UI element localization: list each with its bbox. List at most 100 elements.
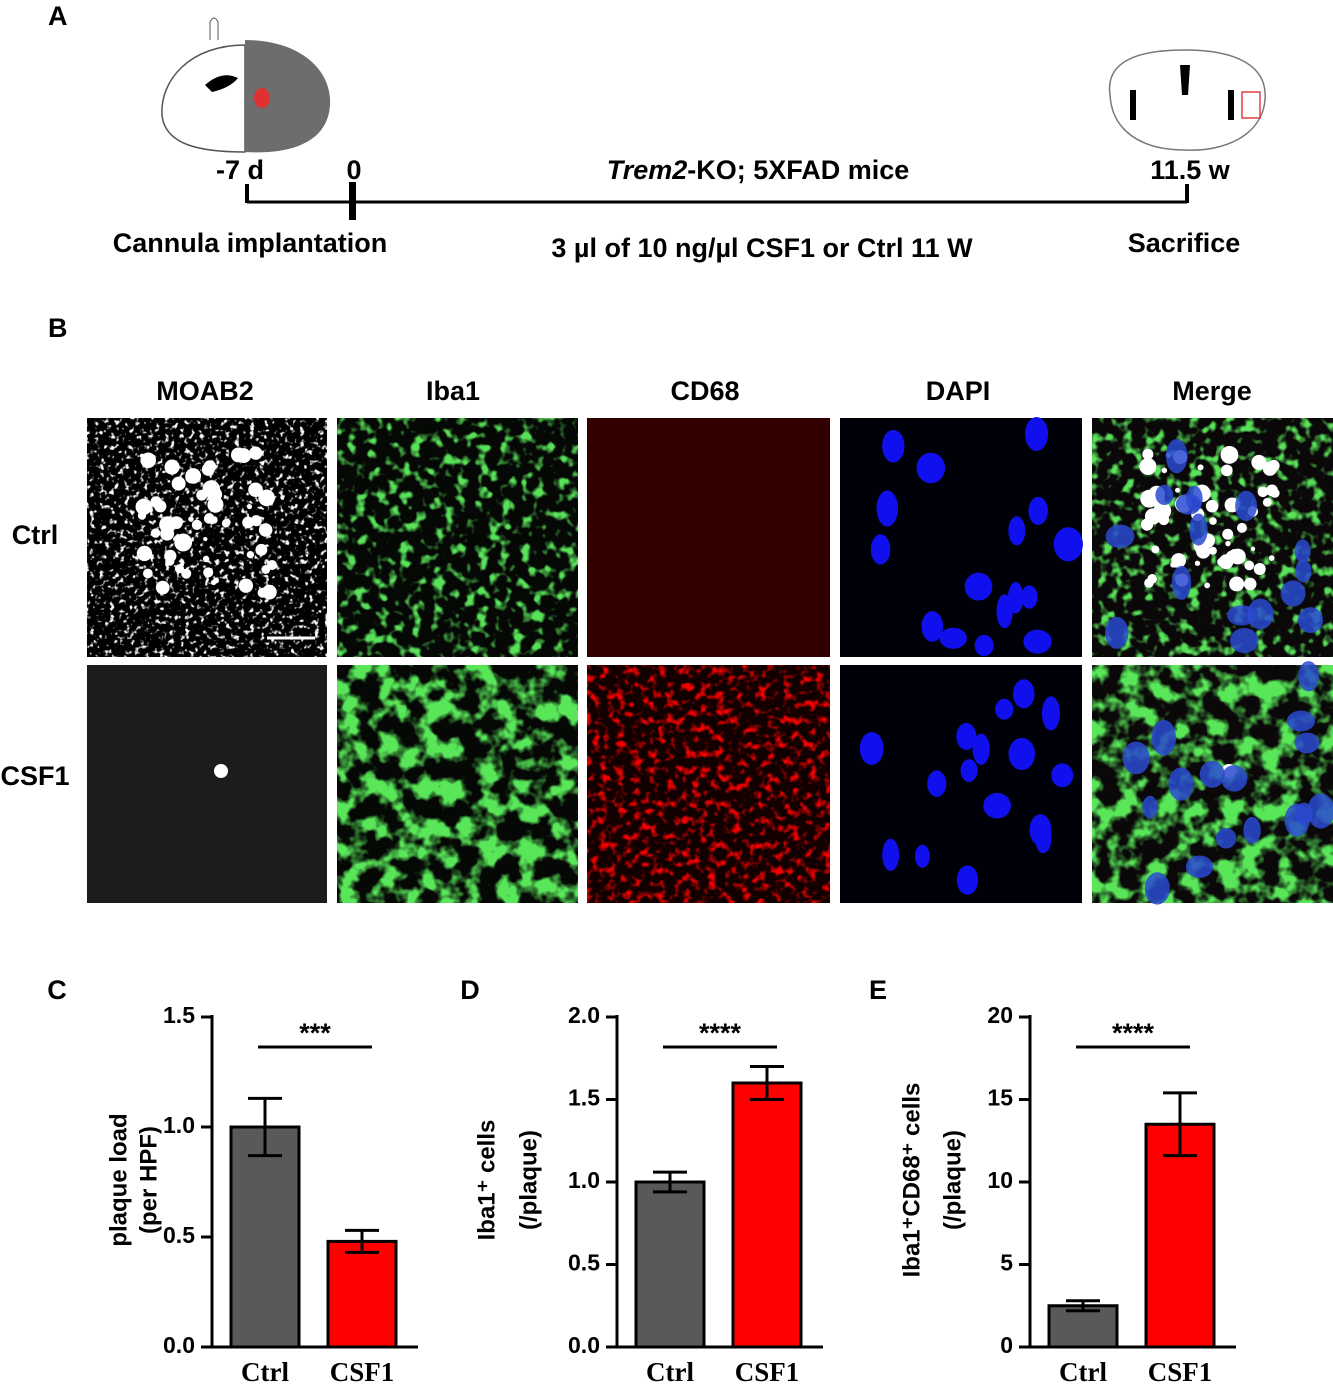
error-bar	[1163, 1091, 1197, 1158]
micrograph-grid: MOAB2 Iba1 CD68 DAPI Merge Ctrl CSF1	[0, 376, 1333, 905]
column-header: DAPI	[926, 376, 991, 406]
timeline	[245, 182, 1189, 220]
nucleus	[882, 838, 900, 871]
bar	[634, 1180, 706, 1349]
error-bar	[1066, 1299, 1100, 1313]
stain	[337, 418, 578, 657]
micrograph	[840, 665, 1082, 903]
x-tick-label: CSF1	[1148, 1357, 1213, 1386]
nucleus	[1247, 598, 1274, 630]
nucleus	[1165, 438, 1188, 474]
y-tick-label: 0.0	[568, 1332, 600, 1358]
panel-label: B	[48, 313, 68, 343]
panel-label: A	[48, 1, 68, 31]
nucleus	[1175, 493, 1202, 515]
y-tick-label: 0.0	[163, 1332, 195, 1358]
event-label: 3 µl of 10 ng/µl CSF1 or Ctrl 11 W	[551, 233, 973, 263]
cohort-label: Trem2-KO; 5XFAD mice	[607, 155, 910, 185]
plaque-speck	[1172, 562, 1178, 568]
plaque-speck	[1144, 578, 1154, 588]
x-tick-label: CSF1	[735, 1357, 800, 1386]
column-header: MOAB2	[156, 376, 254, 406]
plaque-speck	[1244, 560, 1255, 571]
nucleus	[1243, 816, 1261, 844]
nucleus	[964, 572, 993, 601]
y-tick-label: 0	[1000, 1332, 1013, 1358]
plaque-speck	[1205, 499, 1219, 513]
plaque-speck	[1197, 464, 1204, 471]
plaque-speck	[1209, 517, 1217, 525]
bar	[731, 1081, 803, 1349]
cohort-gene: Trem2	[607, 155, 688, 185]
panel-label: C	[47, 975, 67, 1005]
plaque-speck	[1268, 555, 1275, 561]
nucleus	[1215, 827, 1237, 849]
nucleus	[995, 698, 1014, 720]
nucleus	[1297, 607, 1324, 634]
y-tick-label: 0.5	[568, 1250, 600, 1276]
plaque-speck	[1151, 545, 1160, 554]
nucleus	[1280, 580, 1306, 607]
error-bar	[248, 1096, 282, 1158]
nucleus	[1189, 513, 1208, 546]
y-tick-label: 5	[1000, 1250, 1013, 1276]
nucleus	[1025, 416, 1049, 451]
micrograph	[587, 418, 830, 657]
y-tick-label: 0.5	[163, 1222, 195, 1248]
y-tick-label: 20	[987, 1002, 1013, 1028]
nucleus	[882, 429, 905, 463]
nucleus	[1286, 710, 1316, 732]
nucleus	[1035, 823, 1052, 854]
plaque-speck	[1142, 448, 1154, 460]
nucleus	[956, 865, 979, 895]
nucleus	[1221, 765, 1248, 792]
nucleus	[1171, 565, 1192, 600]
plaque-speck	[1251, 454, 1267, 470]
error-bar	[750, 1065, 784, 1101]
nucleus	[1122, 741, 1150, 775]
x-tick-label: Ctrl	[646, 1357, 694, 1386]
timepoint-label: -7 d	[216, 155, 264, 185]
stain	[87, 418, 327, 657]
nucleus	[939, 627, 967, 649]
panel-label: E	[869, 975, 887, 1005]
nucleus	[1185, 855, 1214, 879]
plaque-speck	[1257, 486, 1269, 498]
nucleus	[974, 634, 994, 657]
nucleus	[1151, 719, 1177, 756]
plaque-speck	[1194, 560, 1201, 566]
bar	[229, 1125, 301, 1349]
plaque-speck	[1225, 540, 1231, 547]
nucleus	[1012, 679, 1035, 709]
stain	[337, 665, 578, 903]
nucleus	[1298, 661, 1319, 692]
nucleus	[996, 594, 1013, 629]
nucleus	[1023, 629, 1052, 654]
plaque-speck	[1230, 548, 1239, 557]
nucleus	[1041, 696, 1061, 731]
nucleus	[1008, 737, 1036, 771]
bar	[326, 1239, 398, 1349]
plaque-speck	[1196, 544, 1211, 559]
nucleus	[1284, 803, 1310, 837]
error-bar	[653, 1170, 687, 1194]
row-label: Ctrl	[12, 520, 59, 550]
brain-section-left	[161, 17, 331, 153]
column-header: Merge	[1172, 376, 1252, 406]
event-label: Sacrifice	[1128, 228, 1241, 258]
plaque-speck	[1222, 528, 1234, 540]
y-axis-label: (/plaque)	[939, 1130, 966, 1230]
stain	[587, 665, 830, 903]
row-label: CSF1	[0, 761, 69, 791]
plaque-speck	[1144, 508, 1162, 525]
plaque-speck	[1139, 457, 1157, 476]
nucleus	[1235, 490, 1258, 522]
nucleus	[1021, 585, 1038, 609]
nucleus	[1168, 767, 1194, 801]
nucleus	[1008, 516, 1026, 546]
nucleus	[1294, 539, 1311, 563]
nucleus	[914, 844, 930, 868]
bar	[1144, 1122, 1216, 1349]
cohort-rest: -KO; 5XFAD mice	[687, 155, 909, 185]
